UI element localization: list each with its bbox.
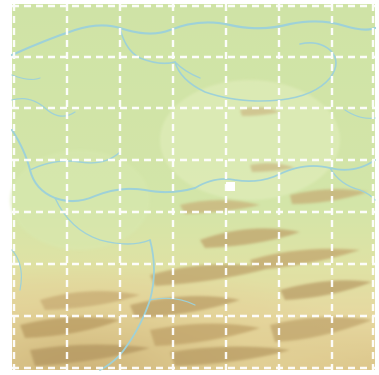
river <box>11 129 196 202</box>
river <box>10 20 377 57</box>
river <box>99 239 155 371</box>
river <box>119 27 176 65</box>
river <box>329 167 376 201</box>
lowland-patch <box>160 80 340 200</box>
map-grid <box>12 4 375 370</box>
river <box>11 249 22 291</box>
river <box>54 197 151 245</box>
location-marker-icon[interactable] <box>226 182 235 191</box>
river <box>174 42 337 102</box>
river <box>174 61 201 79</box>
river <box>29 151 121 171</box>
